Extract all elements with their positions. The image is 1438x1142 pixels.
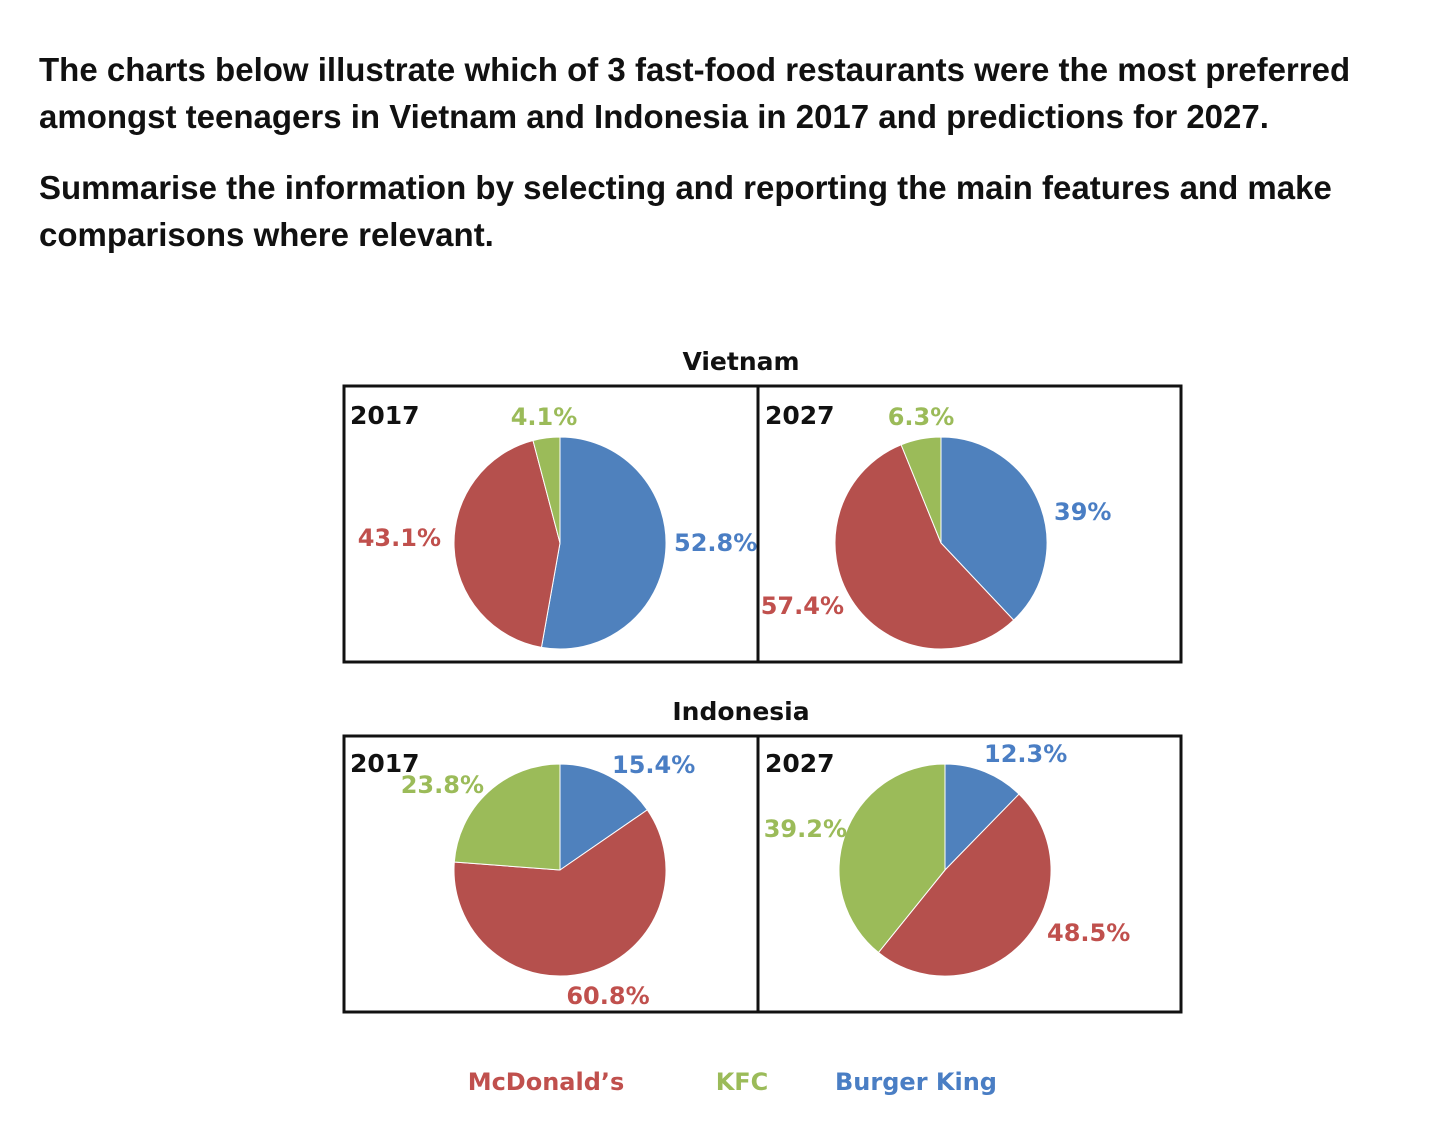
legend-item-burger-king: Burger King [835,1068,997,1096]
pie-slice-kfc [532,436,561,544]
group-title-indonesia: Indonesia [672,697,809,726]
chart-year-label: 2017 [350,749,420,778]
value-label-burger-king: 52.8% [674,529,757,557]
chart-year-label: 2027 [765,749,835,778]
pie-slice-mcdonald-s [453,809,667,977]
value-label-kfc: 23.8% [401,771,484,799]
pie-slice-burger-king [944,763,1020,872]
pie-slice-kfc [453,763,561,871]
chart-year-label: 2017 [350,401,420,430]
value-label-kfc: 39.2% [764,815,847,843]
task-prompt: The charts below illustrate which of 3 f… [39,46,1409,258]
value-label-mcdonald-s: 43.1% [358,524,441,552]
value-label-kfc: 6.3% [888,403,955,431]
value-label-mcdonald-s: 57.4% [761,592,844,620]
value-label-burger-king: 15.4% [612,751,695,779]
pie-slice-burger-king [940,436,1048,621]
pie-slice-mcdonald-s [877,793,1052,977]
value-label-burger-king: 12.3% [984,740,1067,768]
chart-panel-frame [756,384,1183,664]
value-label-kfc: 4.1% [511,403,578,431]
prompt-paragraph: Summarise the information by selecting a… [39,169,1332,253]
pie-slice-kfc [838,763,946,954]
pie-slice-mcdonald-s [834,444,1015,650]
prompt-paragraph: The charts below illustrate which of 3 f… [39,51,1351,135]
value-label-mcdonald-s: 60.8% [566,982,649,1010]
value-label-mcdonald-s: 48.5% [1047,919,1130,947]
chart-panel-frame [756,734,1183,1014]
legend-item-kfc: KFC [716,1068,769,1096]
pie-slice-mcdonald-s [453,439,561,648]
pie-slice-burger-king [540,436,667,650]
pie-slice-burger-king [559,763,648,871]
chart-year-label: 2027 [765,401,835,430]
value-label-burger-king: 39% [1054,498,1111,526]
legend-item-mcdonald-s: McDonald’s [468,1068,625,1096]
group-title-vietnam: Vietnam [682,347,799,376]
pie-slice-kfc [900,436,942,544]
